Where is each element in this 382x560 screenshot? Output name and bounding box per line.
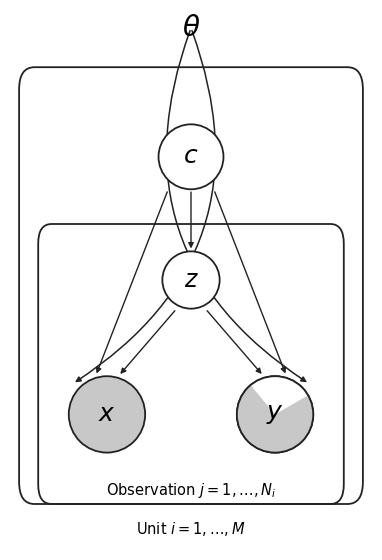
Text: $\mathit{c}$: $\mathit{c}$ [183,145,199,169]
Polygon shape [251,376,308,414]
Ellipse shape [69,376,145,452]
Text: Unit $i = 1, \ldots, M$: Unit $i = 1, \ldots, M$ [136,520,246,538]
FancyArrowPatch shape [167,31,306,381]
FancyArrowPatch shape [97,192,167,372]
FancyArrowPatch shape [207,311,261,373]
Text: $\mathit{y}$: $\mathit{y}$ [266,403,284,426]
Ellipse shape [159,124,223,189]
FancyArrowPatch shape [121,311,175,373]
FancyArrowPatch shape [215,192,285,372]
Text: $\mathit{z}$: $\mathit{z}$ [184,268,198,292]
Ellipse shape [237,376,313,452]
FancyArrowPatch shape [76,31,215,381]
Ellipse shape [237,376,313,452]
Text: $\theta$: $\theta$ [182,15,200,41]
FancyArrowPatch shape [189,192,193,247]
Text: $\mathit{x}$: $\mathit{x}$ [98,403,116,426]
Ellipse shape [162,251,220,309]
Text: Observation $j = 1, \ldots, N_i$: Observation $j = 1, \ldots, N_i$ [106,480,276,500]
